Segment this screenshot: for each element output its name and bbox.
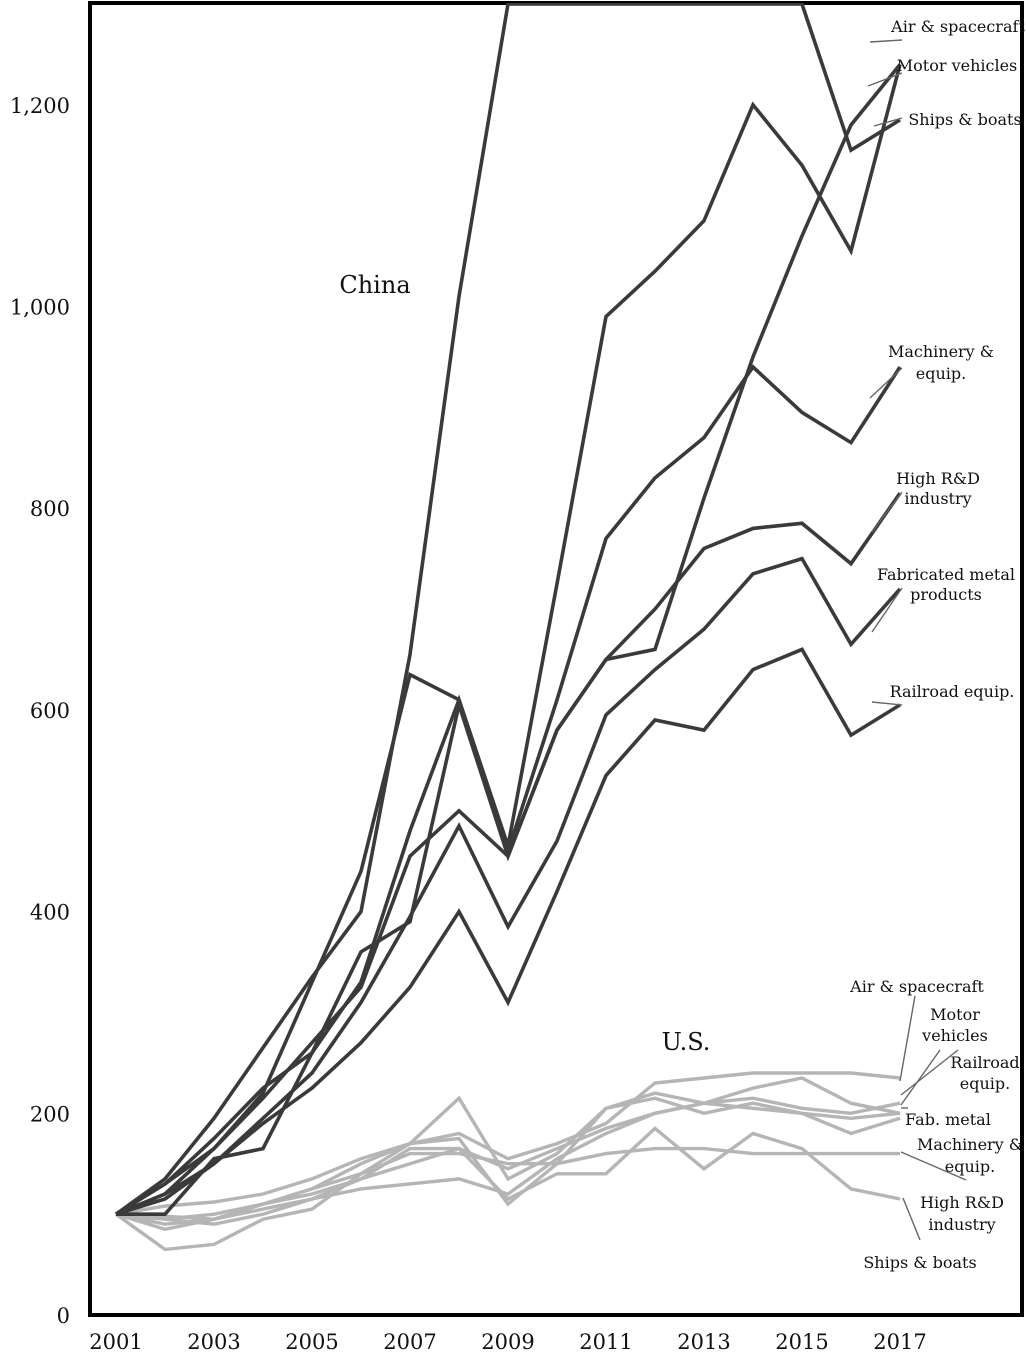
annotation-layer: China U.S. Air & spacecraft Motor vehicles S… — [339, 17, 1025, 1272]
leader-line — [900, 1049, 959, 1096]
annotation-label: equip. — [960, 1074, 1010, 1093]
x-tick-label: 2015 — [775, 1330, 828, 1354]
annotation-label: Air & spacecraft — [890, 17, 1025, 36]
x-tick-label: 2009 — [481, 1330, 534, 1354]
series-line-china-fabricated-metal-products — [115, 556, 902, 1216]
y-tick-label: 800 — [30, 497, 70, 521]
series-layer — [114, 3, 902, 1252]
annotation-label: equip. — [916, 364, 966, 383]
leader-line — [871, 701, 903, 706]
tick-layer: 0 200 400 600 800 1,000 1,200 2001 2003 2005 2007 2… — [10, 94, 927, 1354]
annotation-label: Fabricated metal — [877, 565, 1015, 584]
annotation-label: industry — [928, 1215, 995, 1234]
series-line-china-high-r-d-industry — [115, 492, 902, 1216]
annotation-label: industry — [904, 489, 971, 508]
leader-line — [900, 1049, 941, 1106]
series-line-us-air-spacecraft — [115, 1071, 901, 1216]
x-tick-label: 2011 — [579, 1330, 632, 1354]
annotation-label: U.S. — [662, 1028, 711, 1056]
series-line-china-motor-vehicles — [116, 63, 902, 1216]
series-line-china-ships-boats — [115, 64, 902, 1216]
series-line-china-air-spacecraft — [114, 3, 901, 1216]
series-line-us-motor-vehicles — [115, 1076, 901, 1226]
annotation-label: Air & spacecraft — [849, 977, 984, 996]
leader-line — [902, 1197, 921, 1241]
leader-line — [869, 367, 903, 399]
annotation-label: Railroad equip. — [890, 682, 1015, 701]
y-tick-label: 200 — [30, 1102, 70, 1126]
annotation-label: Fab. metal — [905, 1110, 991, 1129]
leader-line — [867, 72, 903, 87]
series-line-china-railroad-equip — [115, 647, 901, 1216]
x-tick-label: 2007 — [383, 1330, 436, 1354]
annotation-label: Machinery & — [888, 342, 994, 361]
leader-line — [871, 491, 903, 533]
annotation-label: Ships & boats — [863, 1253, 976, 1272]
y-tick-label: 1,200 — [10, 94, 70, 118]
y-tick-label: 1,000 — [10, 296, 70, 320]
series-line-us-fab-metal — [115, 1096, 901, 1226]
annotation-label: Motor vehicles — [897, 56, 1018, 75]
annotation-label: vehicles — [921, 1026, 988, 1045]
leader-line — [869, 39, 903, 43]
annotation-label: Ships & boats — [908, 110, 1021, 129]
y-tick-label: 400 — [30, 901, 70, 925]
annotation-label: Railroad — [950, 1053, 1019, 1072]
leader-line — [900, 1151, 967, 1181]
x-tick-label: 2001 — [89, 1330, 142, 1354]
series-line-china-machinery-equip — [115, 364, 902, 1216]
series-line-us-ships-boats — [115, 1095, 901, 1252]
x-tick-label: 2017 — [873, 1330, 926, 1354]
plot-frame — [88, 1, 1024, 1317]
x-tick-label: 2003 — [187, 1330, 240, 1354]
series-line-us-high-r-d-industry — [115, 1126, 901, 1221]
leader-line — [871, 587, 903, 633]
leader-line — [873, 117, 903, 127]
y-tick-label: 0 — [57, 1304, 70, 1328]
annotation-label: Machinery & — [917, 1135, 1023, 1154]
annotation-label: equip. — [945, 1157, 995, 1176]
annotation-label: products — [910, 585, 982, 604]
y-tick-label: 600 — [30, 699, 70, 723]
annotation-label: High R&D — [896, 469, 980, 488]
annotation-label: High R&D — [920, 1193, 1004, 1212]
annotation-label: Motor — [930, 1005, 980, 1024]
x-tick-label: 2005 — [285, 1330, 338, 1354]
x-tick-label: 2013 — [677, 1330, 730, 1354]
annotation-label: China — [339, 271, 410, 299]
leader-line — [899, 995, 916, 1082]
